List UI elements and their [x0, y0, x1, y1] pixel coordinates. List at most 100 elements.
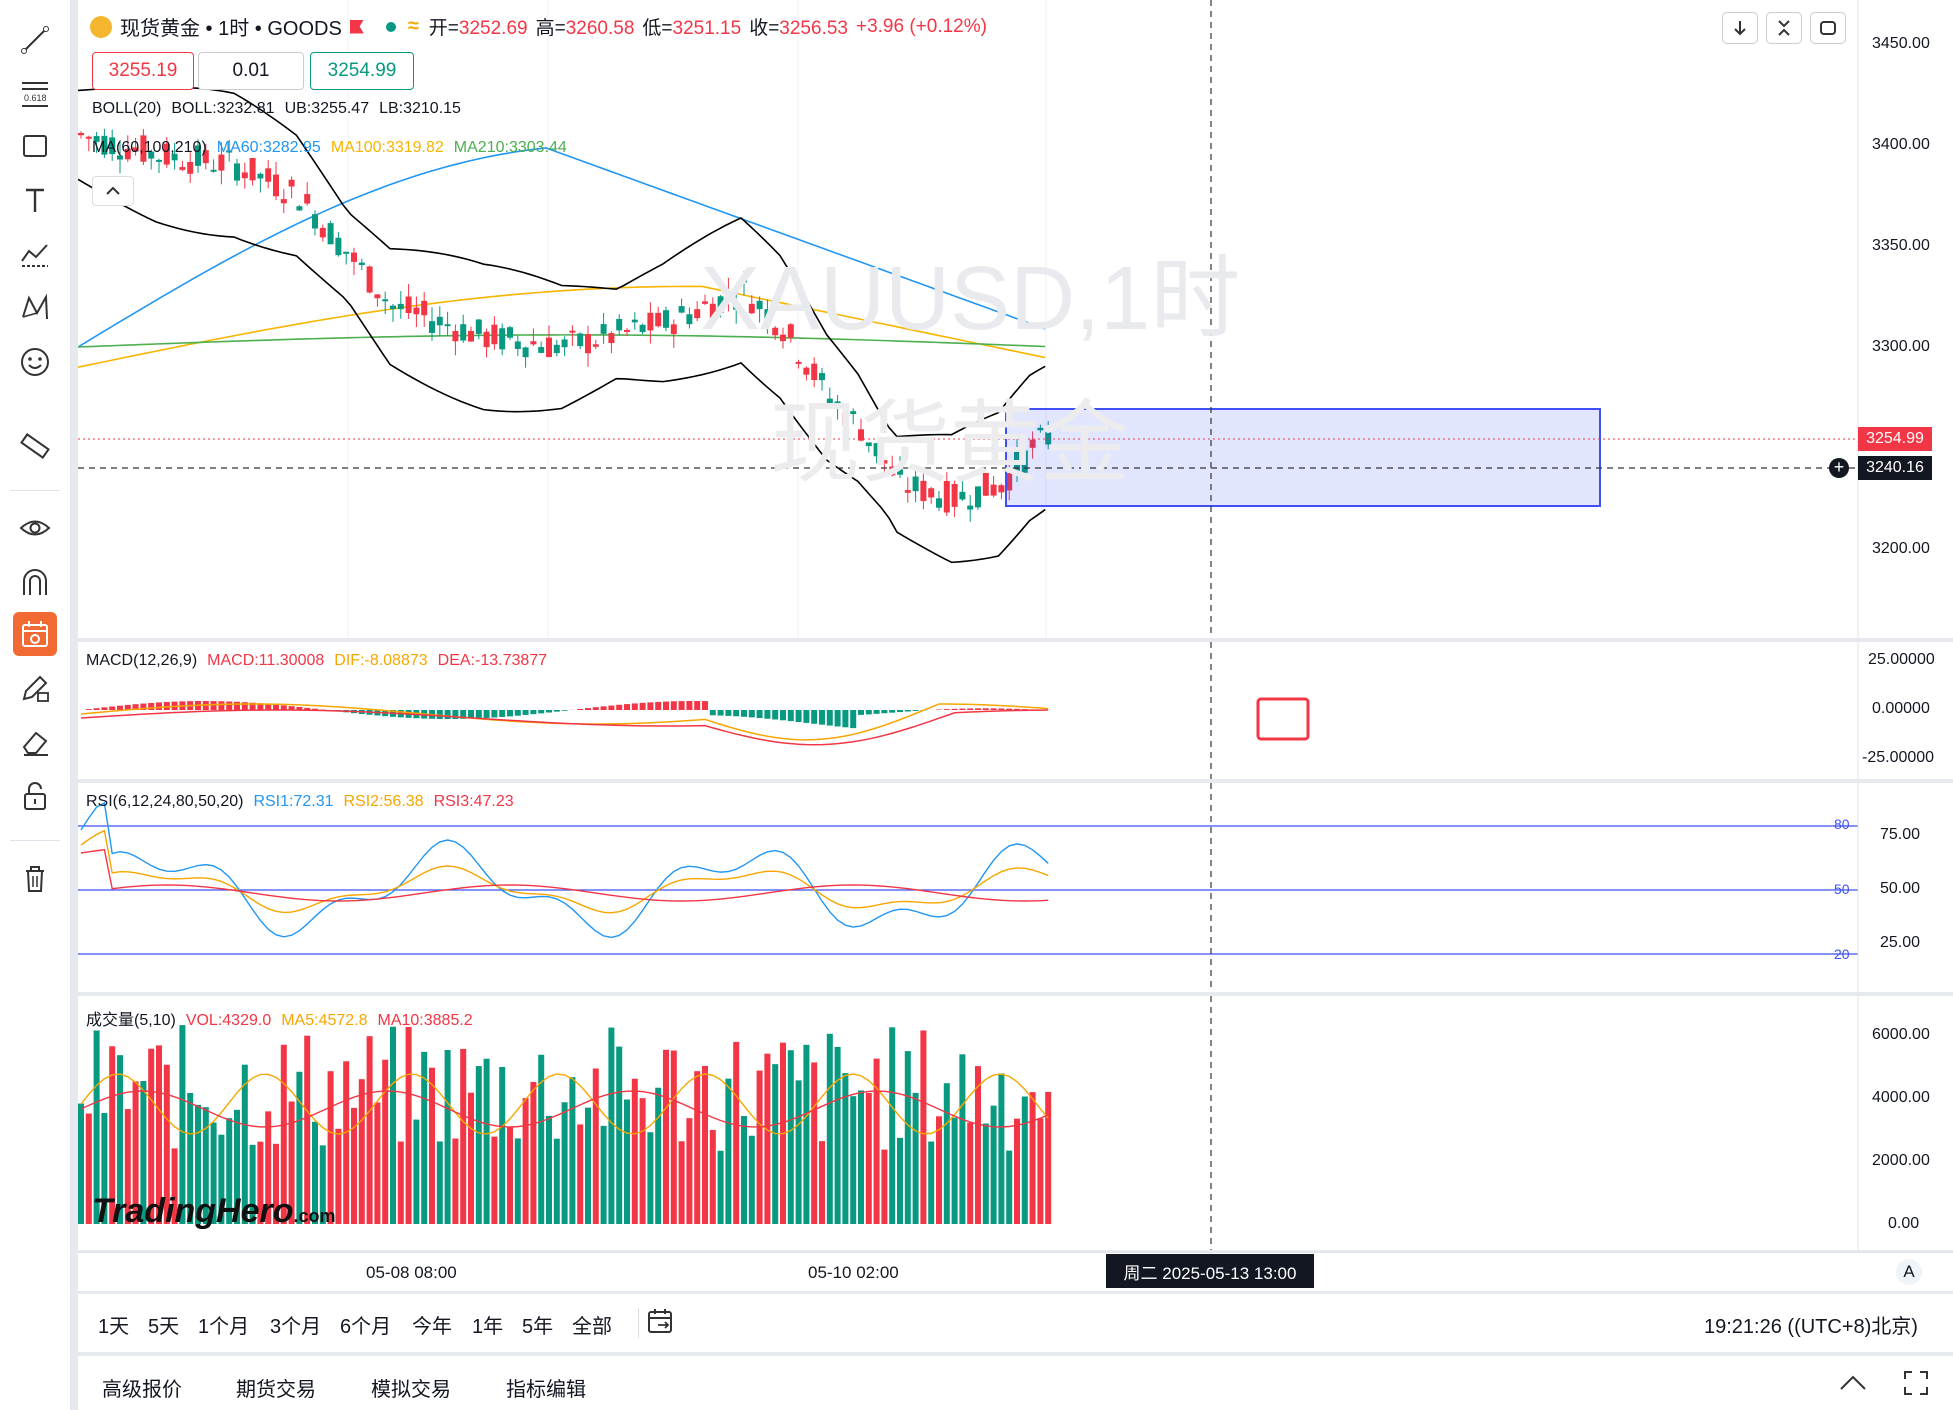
goto-date-button[interactable] [646, 1306, 676, 1341]
candle-body [304, 194, 311, 204]
rectangle-icon[interactable] [13, 124, 57, 168]
range-3m[interactable]: 3个月 [270, 1316, 322, 1338]
highlight-box [1256, 697, 1310, 741]
macd-pane[interactable] [78, 642, 1953, 779]
volume-bar [592, 1068, 599, 1224]
add-alert-plus-icon[interactable]: + [1829, 458, 1849, 478]
buy-price-button[interactable]: 3254.99 [310, 52, 414, 90]
time-axis[interactable]: 05-08 08:00 05-10 02:00 A [78, 1252, 1953, 1291]
maximize-panel-button[interactable] [1902, 1369, 1930, 1402]
candle-body [748, 303, 755, 314]
range-6m[interactable]: 6个月 [340, 1316, 392, 1338]
volume-bar [842, 1073, 849, 1224]
collapse-button[interactable] [1766, 12, 1802, 44]
ohlc-open: 开=3252.69 [428, 18, 528, 39]
volume-chart[interactable] [78, 996, 1953, 1250]
text-icon[interactable] [13, 178, 57, 222]
volume-bar [312, 1121, 318, 1224]
candle-body [678, 306, 685, 313]
macd-histogram-bar [881, 710, 888, 714]
calendar-icon[interactable] [13, 612, 57, 656]
price-chart[interactable] [78, 0, 1953, 638]
macd-chart[interactable] [78, 642, 1953, 779]
price-tick: 3400.00 [1872, 136, 1930, 153]
tab-paper-trading[interactable]: 模拟交易 [371, 1379, 451, 1401]
macd-histogram-bar [507, 710, 513, 717]
lock-icon[interactable] [13, 774, 57, 818]
macd-histogram-bar [756, 710, 763, 719]
macd-name[interactable]: MACD(12,26,9) [86, 652, 198, 669]
rsi1-value: RSI1:72.31 [253, 793, 334, 810]
fib-icon[interactable]: 0.618 [13, 72, 57, 116]
macd-histogram-bar [288, 706, 295, 710]
dea-line [80, 709, 1049, 746]
ruler-icon[interactable] [13, 424, 57, 468]
macd-histogram-bar [787, 710, 794, 722]
vol-tick: 0.00 [1888, 1215, 1920, 1232]
volume-bar [663, 1049, 669, 1224]
candle-body [780, 334, 786, 342]
volume-bar [709, 1129, 716, 1224]
volume-bar [124, 1109, 131, 1224]
macd-histogram-bar [538, 710, 545, 714]
rsi-chart[interactable] [78, 783, 1953, 992]
candle-body [546, 337, 552, 358]
collapse-legend-button[interactable] [92, 176, 134, 206]
eraser-icon[interactable] [13, 720, 57, 764]
candle-body [132, 147, 139, 152]
volume-bar [608, 1027, 615, 1224]
macd-histogram-bar [975, 708, 981, 710]
volume-bar [764, 1053, 771, 1224]
expand-panel-button[interactable] [1838, 1371, 1868, 1400]
trendline-icon[interactable] [13, 18, 57, 62]
wave-icon: ≈ [407, 15, 419, 37]
macd-histogram-bar [296, 706, 303, 710]
candle-body [624, 329, 630, 332]
macd-histogram-bar [959, 708, 966, 710]
xabcd-icon[interactable] [13, 286, 57, 330]
macd-histogram-bar [834, 710, 841, 727]
volume-bar [834, 1046, 841, 1224]
tab-futures-trading[interactable]: 期货交易 [236, 1379, 316, 1401]
fullscreen-button[interactable] [1810, 12, 1846, 44]
rsi-pane[interactable] [78, 783, 1953, 992]
sell-price-button[interactable]: 3255.19 [92, 52, 194, 90]
candle-body [343, 251, 350, 254]
pattern-icon[interactable] [13, 232, 57, 276]
price-pane[interactable] [78, 0, 1953, 638]
auto-scale-button[interactable]: A [1896, 1259, 1922, 1285]
volume-name[interactable]: 成交量(5,10) [86, 1012, 176, 1029]
eye-icon[interactable] [13, 506, 57, 550]
volume-pane[interactable] [78, 996, 1953, 1250]
trash-icon[interactable] [13, 856, 57, 900]
clock-timezone[interactable]: 19:21:26 ((UTC+8)北京) [1704, 1316, 1918, 1338]
pencil-lock-icon[interactable] [13, 666, 57, 710]
volume-bar [265, 1111, 272, 1224]
rsi-name[interactable]: RSI(6,12,24,80,50,20) [86, 793, 244, 810]
boll-name[interactable]: BOLL(20) [92, 100, 162, 117]
range-all[interactable]: 全部 [572, 1316, 612, 1338]
range-5d[interactable]: 5天 [148, 1316, 180, 1338]
magnet-icon[interactable] [13, 560, 57, 604]
quantity-input[interactable]: 0.01 [198, 52, 304, 90]
candle-body [101, 135, 108, 155]
candle-body [218, 154, 225, 171]
range-1m[interactable]: 1个月 [198, 1316, 250, 1338]
emoji-icon[interactable] [13, 340, 57, 384]
tab-advanced-quote[interactable]: 高级报价 [102, 1379, 182, 1401]
macd-histogram-bar [257, 703, 264, 710]
range-1d[interactable]: 1天 [98, 1316, 130, 1338]
macd-histogram-bar [733, 710, 740, 717]
candle-body [639, 324, 646, 333]
range-5y[interactable]: 5年 [522, 1316, 554, 1338]
range-1y[interactable]: 1年 [472, 1316, 504, 1338]
range-ytd[interactable]: 今年 [412, 1316, 452, 1338]
candle-body [897, 469, 903, 475]
download-button[interactable] [1722, 12, 1758, 44]
tab-indicator-editor[interactable]: 指标编辑 [506, 1379, 586, 1401]
volume-bar [444, 1050, 451, 1224]
ma-name[interactable]: MA(60,100,210) [92, 139, 207, 156]
macd-histogram-bar [702, 701, 708, 710]
macd-histogram-bar [124, 704, 131, 710]
symbol-title[interactable]: 现货黄金 • 1时 • GOODS [120, 18, 342, 40]
